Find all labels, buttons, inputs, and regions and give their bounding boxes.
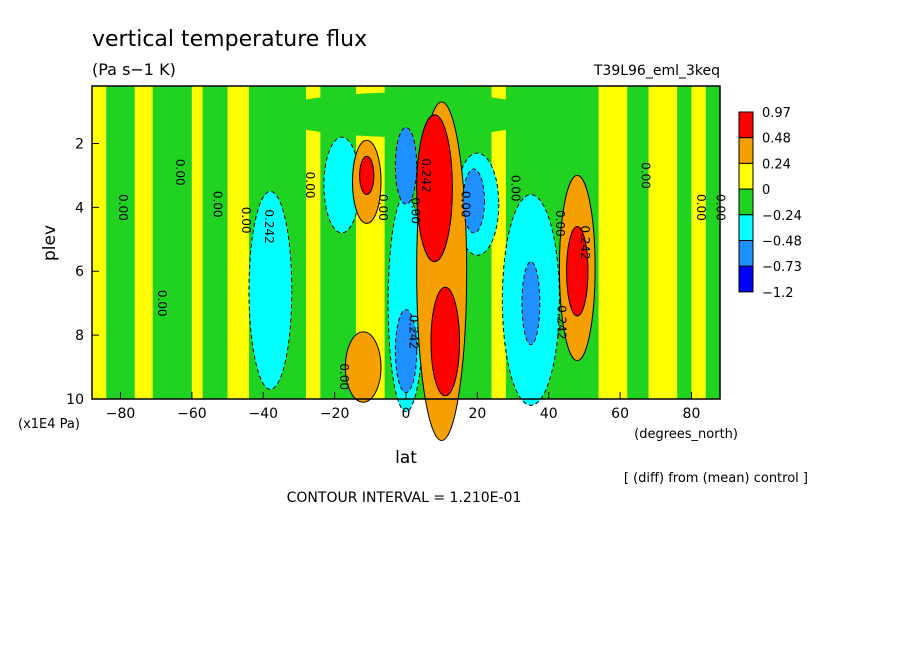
x-tick-label: −40	[248, 406, 278, 422]
flux-contour-red_47N	[566, 226, 589, 317]
colorbar-swatch	[738, 162, 754, 190]
colorbar-label: −0.24	[762, 209, 802, 224]
flux-contour-red_lower_north	[430, 286, 461, 397]
plot-area	[92, 86, 720, 442]
run-label: T39L96_eml_3keq	[593, 63, 720, 79]
x-tick-label: 60	[611, 406, 629, 422]
y-tick-label: 6	[75, 264, 84, 280]
colorbar-swatch	[738, 214, 754, 242]
colorbar-swatch	[738, 240, 754, 267]
chart-units: (Pa s−1 K)	[92, 60, 176, 79]
x-axis-label: lat	[395, 448, 417, 468]
colorbar-label: −1.2	[762, 286, 794, 301]
colorbar-label: −0.48	[762, 235, 802, 250]
contour-label: 0.00	[210, 191, 224, 218]
x-tick-label: 40	[540, 406, 558, 422]
x-tick-label: 0	[402, 406, 411, 422]
x-tick-label: 80	[683, 406, 701, 422]
flux-cap	[270, 92, 542, 138]
y-tick-label: 8	[75, 328, 84, 344]
flux-band	[92, 86, 107, 399]
contour-label: 0.242	[262, 209, 276, 243]
contour-label: 0.00	[508, 175, 522, 202]
y-axis-label: plev	[40, 225, 60, 261]
colorbar-label: 0.48	[762, 132, 791, 147]
x-axis: −80 −60 −40 −20 0 20 40 60 80	[106, 392, 701, 422]
flux-band	[648, 86, 678, 399]
contour-label: 0.00	[694, 194, 708, 221]
flux-contour-blue_35N	[521, 261, 541, 346]
flux-contour-blue_eq_upper	[394, 127, 418, 205]
contour-label: 0.00	[639, 162, 653, 189]
flux-band	[227, 86, 249, 399]
contour-label: 0.242	[578, 225, 592, 259]
colorbar-label: −0.73	[762, 260, 802, 275]
x-axis-units: (degrees_north)	[634, 427, 738, 442]
colorbar: 0.97 0.48 0.24 0 −0.24 −0.48 −0.73 −1.2	[738, 106, 802, 301]
colorbar-label: 0.24	[762, 157, 791, 172]
contour-label: 0.00	[408, 197, 422, 224]
contour-labels: 0.00 0.00 0.00 0.00 0.242 0.00 0.00 0.00 0.00 0.2…	[116, 158, 728, 390]
flux-band	[691, 86, 706, 399]
contour-label: 0.00	[155, 290, 169, 317]
colorbar-swatch	[738, 111, 754, 139]
y-tick-label: 10	[66, 392, 84, 408]
flux-contour-cyan_38S	[248, 190, 293, 390]
x-tick-label: 20	[468, 406, 486, 422]
contour-label: 0.00	[553, 210, 567, 237]
flux-band	[134, 86, 153, 399]
y-tick-label: 4	[75, 200, 84, 216]
flux-band	[306, 86, 321, 399]
colorbar-swatch	[738, 137, 754, 164]
x-tick-label: −60	[177, 406, 207, 422]
colorbar-swatch	[738, 188, 754, 216]
contour-label: 0.00	[239, 207, 253, 234]
colorbar-swatch	[738, 265, 754, 293]
contour-label: 0.00	[173, 159, 187, 186]
contour-interval: CONTOUR INTERVAL = 1.210E-01	[287, 490, 522, 506]
contour-label: 0.00	[337, 363, 351, 390]
flux-contour-blue_20N	[462, 168, 485, 234]
colorbar-label: 0	[762, 183, 770, 198]
y-axis-units: (x1E4 Pa)	[18, 417, 80, 432]
contour-label: 0.242	[555, 305, 569, 339]
flux-band	[677, 86, 692, 399]
flux-band	[627, 86, 649, 399]
contour-label: 0.242	[407, 315, 421, 349]
contour-label: 0.00	[303, 172, 317, 199]
contour-label: 0.00	[376, 194, 390, 221]
flux-contour-orange_lower_south	[344, 331, 382, 403]
x-tick-label: −80	[106, 406, 136, 422]
flux-contour-red_upper_south	[359, 155, 375, 196]
flux-band	[491, 86, 506, 399]
flux-band	[202, 86, 228, 399]
chart-title: vertical temperature flux	[92, 27, 367, 52]
x-tick-label: −20	[320, 406, 350, 422]
flux-band	[705, 86, 720, 399]
contour-label: 0.242	[419, 158, 433, 192]
contour-label: 0.00	[458, 191, 472, 218]
flux-band	[152, 86, 192, 399]
flux-band	[106, 86, 135, 399]
flux-contour-red_core_north	[416, 114, 453, 263]
colorbar-label: 0.97	[762, 106, 791, 121]
flux-band	[598, 86, 628, 399]
y-tick-label: 2	[75, 136, 84, 152]
diff-note: [ (diff) from (mean) control ]	[624, 471, 808, 486]
flux-band	[191, 86, 203, 399]
y-axis: 2 4 6 8 10	[66, 136, 99, 408]
contour-label: 0.00	[116, 194, 130, 221]
